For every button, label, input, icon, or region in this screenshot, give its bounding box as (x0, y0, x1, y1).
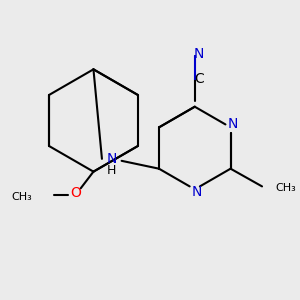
Text: N: N (106, 152, 117, 166)
Text: N: N (194, 46, 204, 61)
Text: O: O (70, 186, 81, 200)
Text: H: H (107, 164, 116, 177)
Text: CH₃: CH₃ (276, 183, 297, 194)
Text: CH₃: CH₃ (12, 192, 32, 202)
Text: N: N (227, 117, 238, 131)
Text: N: N (192, 185, 202, 199)
Text: C: C (194, 72, 204, 86)
